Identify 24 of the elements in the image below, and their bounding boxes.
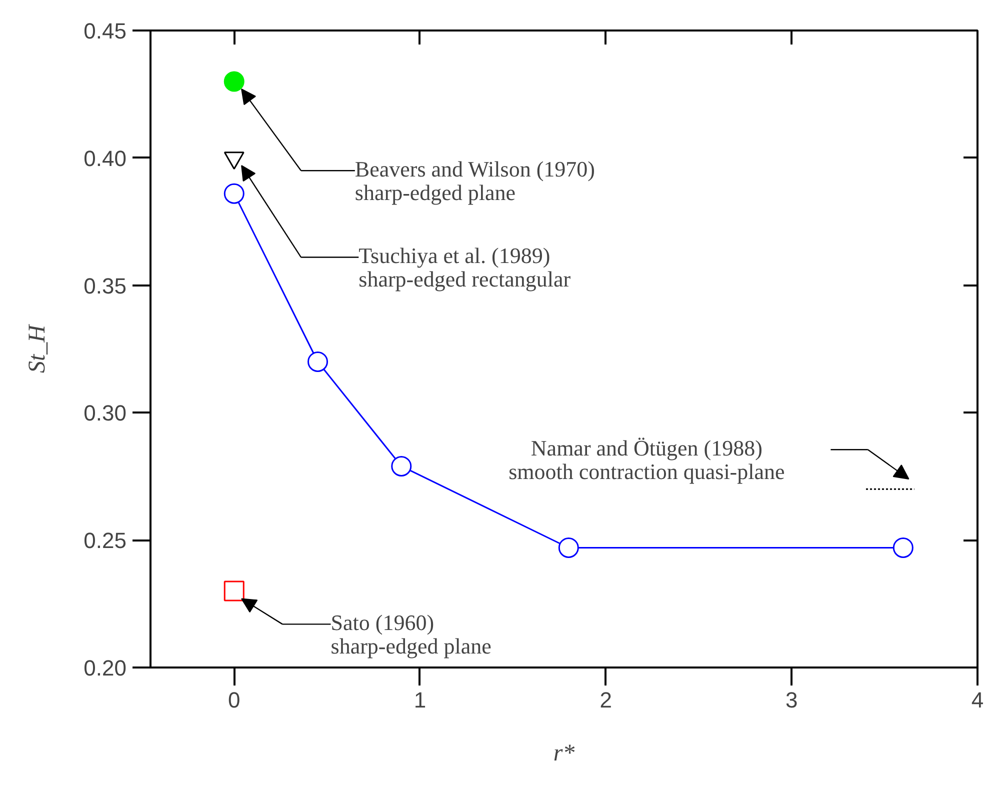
point <box>558 538 579 558</box>
x-tick-label: 1 <box>414 688 426 712</box>
point <box>224 71 244 92</box>
y-tick-label: 0.25 <box>84 528 127 554</box>
annotation: Namar and Ötügen (1988) smooth contraction quasi-plane <box>508 435 785 484</box>
annotation: Beavers and Wilson (1970) sharp-edged plane <box>354 156 595 206</box>
x-tick-label: 0 <box>228 688 240 712</box>
y-tick-label: 0.45 <box>84 18 127 44</box>
annotation: Tsuchiya et al. (1989) sharp-edged rectangular <box>358 242 572 292</box>
point <box>391 456 412 476</box>
x-tick-label: 3 <box>786 688 798 712</box>
y-tick-label: 0.35 <box>84 273 127 298</box>
x-axis-title: r* <box>553 740 575 766</box>
x-tick-label: 2 <box>600 688 612 712</box>
point <box>224 183 244 204</box>
y-tick-label: 0.20 <box>84 656 127 680</box>
point <box>224 580 244 602</box>
x-tick-label: 4 <box>971 688 984 712</box>
point <box>308 352 328 372</box>
point <box>892 538 914 558</box>
y-tick-label: 0.40 <box>84 146 127 171</box>
y-axis-title: St_H <box>24 323 51 373</box>
annotation: Sato (1960) sharp-edged plane <box>330 610 492 659</box>
y-tick-label: 0.30 <box>84 400 127 426</box>
